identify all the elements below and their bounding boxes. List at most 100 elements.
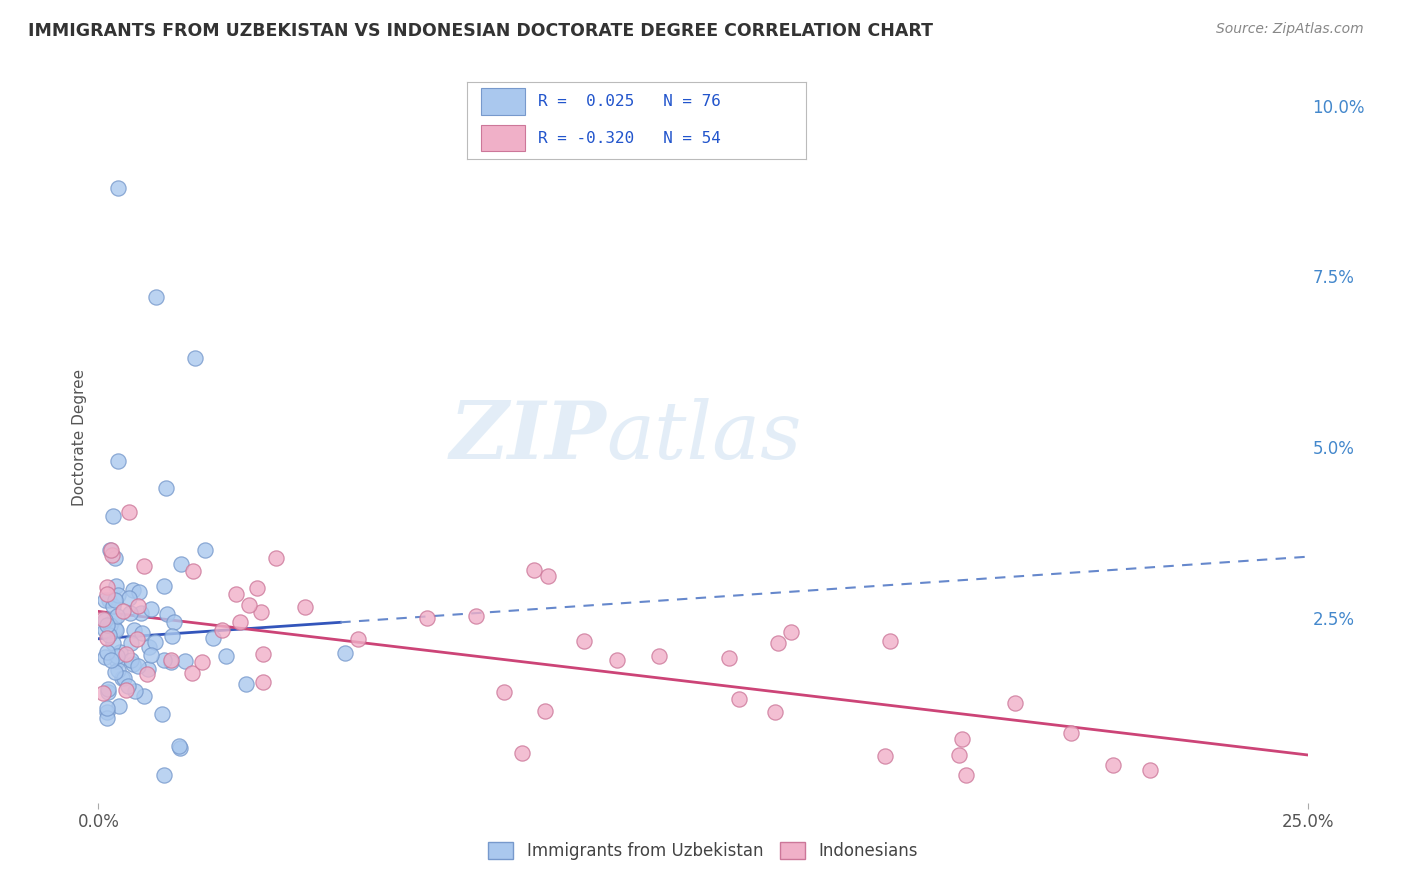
Point [160, 655, 183, 669]
Point [150, 706, 173, 721]
Point [167, 739, 190, 753]
Point [873, 749, 896, 764]
Point [91, 685, 114, 699]
Point [333, 646, 356, 660]
Point [153, 768, 176, 782]
Point [128, 585, 150, 599]
Point [104, 623, 127, 637]
Point [94, 623, 117, 637]
Point [534, 704, 557, 718]
Point [103, 612, 125, 626]
Point [96, 701, 118, 715]
Point [104, 593, 127, 607]
Point [122, 623, 145, 637]
Point [100, 548, 122, 562]
Point [108, 645, 131, 659]
Point [96, 587, 118, 601]
Point [155, 481, 177, 495]
Point [1004, 696, 1026, 710]
Point [510, 746, 533, 760]
Point [727, 692, 749, 706]
Point [153, 579, 176, 593]
Point [572, 633, 595, 648]
Point [129, 607, 152, 621]
Point [127, 599, 149, 613]
Point [174, 654, 197, 668]
Point [169, 557, 191, 571]
Point [879, 634, 901, 648]
Point [202, 631, 225, 645]
Point [1060, 726, 1083, 740]
Point [606, 653, 628, 667]
Point [238, 598, 260, 612]
Point [112, 671, 135, 685]
Point [194, 542, 217, 557]
Point [127, 632, 149, 646]
Point [163, 615, 186, 630]
Point [465, 609, 488, 624]
Point [169, 741, 191, 756]
Point [294, 600, 316, 615]
Point [266, 550, 288, 565]
Point [211, 623, 233, 637]
Point [537, 569, 560, 583]
Point [105, 578, 128, 592]
Point [225, 587, 247, 601]
Point [107, 664, 129, 678]
Point [955, 768, 977, 782]
Point [104, 622, 127, 636]
Point [107, 454, 129, 468]
Point [93, 592, 115, 607]
Point [131, 626, 153, 640]
Point [181, 666, 204, 681]
Point [97, 685, 120, 699]
Point [145, 290, 167, 304]
Point [138, 640, 160, 654]
Point [138, 662, 160, 676]
Point [91, 612, 114, 626]
Point [766, 636, 789, 650]
Point [780, 624, 803, 639]
Point [347, 632, 370, 646]
Point [118, 505, 141, 519]
Point [97, 592, 120, 607]
Point [115, 683, 138, 698]
Point [107, 180, 129, 194]
Point [190, 655, 212, 669]
Y-axis label: Doctorate Degree: Doctorate Degree [72, 368, 87, 506]
Point [104, 665, 127, 679]
Point [118, 607, 141, 621]
Point [94, 613, 117, 627]
Point [96, 618, 118, 632]
Point [103, 635, 125, 649]
Point [1139, 764, 1161, 778]
Point [145, 635, 167, 649]
Point [111, 604, 134, 618]
Point [132, 558, 155, 573]
Text: IMMIGRANTS FROM UZBEKISTAN VS INDONESIAN DOCTORATE DEGREE CORRELATION CHART: IMMIGRANTS FROM UZBEKISTAN VS INDONESIAN… [28, 22, 934, 40]
Point [96, 711, 118, 725]
Point [105, 648, 128, 663]
Point [115, 648, 138, 662]
Point [101, 508, 124, 523]
Point [228, 615, 250, 630]
Point [98, 617, 121, 632]
Point [107, 589, 129, 603]
Point [252, 674, 274, 689]
Point [122, 582, 145, 597]
Point [252, 647, 274, 661]
Point [139, 648, 162, 662]
Point [96, 706, 118, 720]
Point [139, 602, 162, 616]
Point [105, 654, 128, 668]
Point [156, 607, 179, 622]
Point [98, 628, 121, 642]
Text: ZIP: ZIP [450, 399, 606, 475]
Point [105, 609, 128, 624]
Point [416, 610, 439, 624]
Point [648, 649, 671, 664]
Point [104, 550, 127, 565]
Point [108, 698, 131, 713]
Point [110, 671, 132, 685]
Point [135, 666, 157, 681]
